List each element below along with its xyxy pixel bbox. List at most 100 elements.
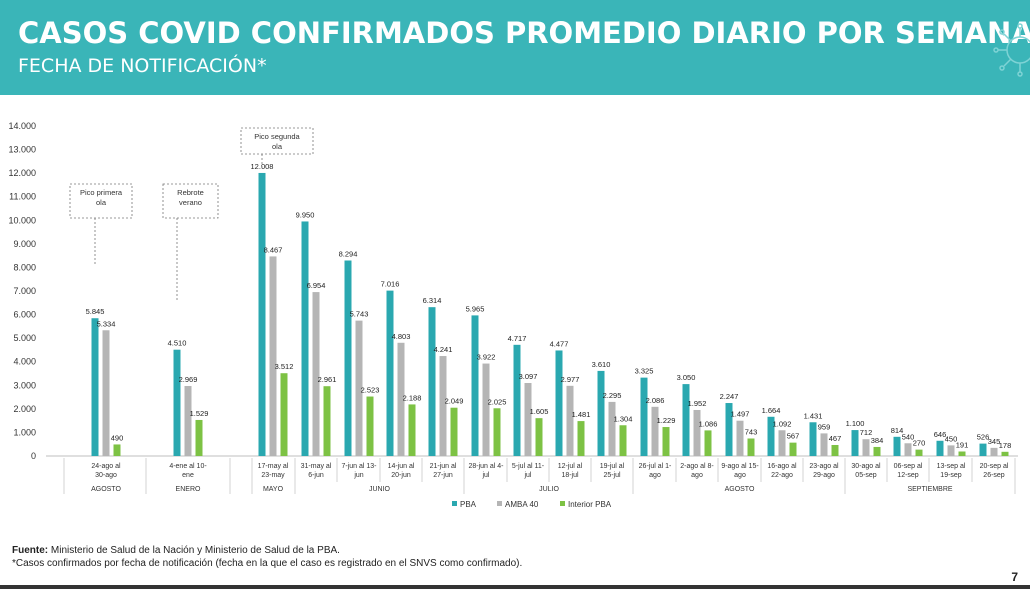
bar-amba-40 <box>566 385 574 456</box>
source-line: Fuente: Ministerio de Salud de la Nación… <box>12 544 522 557</box>
bar-interior-pba <box>113 444 121 456</box>
y-tick-label: 0 <box>31 451 36 461</box>
page-number: 7 <box>1011 570 1018 584</box>
x-tick-label: 26-jul al 1- <box>639 463 672 470</box>
x-tick-label: 21-jun al <box>430 463 457 470</box>
x-tick-label: 05-sep <box>855 472 877 479</box>
data-label: 2.188 <box>403 393 422 402</box>
data-label: 345 <box>988 437 1001 446</box>
data-label: 7.016 <box>381 280 400 289</box>
month-label: MAYO <box>263 486 284 493</box>
data-label: 6.954 <box>307 281 326 290</box>
data-label: 2.247 <box>720 392 739 401</box>
bar-pba <box>471 315 479 456</box>
data-label: 384 <box>871 436 884 445</box>
bar-pba <box>640 377 648 456</box>
x-tick-label: 19-sep <box>940 472 962 479</box>
x-tick-label: 27-jun <box>433 472 453 479</box>
footnote: *Casos confirmados por fecha de notifica… <box>12 558 523 569</box>
bar-pba <box>258 172 266 456</box>
bar-pba <box>851 430 859 456</box>
data-label: 2.025 <box>488 397 507 406</box>
data-label: 2.086 <box>646 396 665 405</box>
bar-pba <box>979 443 987 456</box>
bar-pba <box>301 221 309 456</box>
bar-amba-40 <box>904 443 912 456</box>
header-banner: CASOS COVID CONFIRMADOS PROMEDIO DIARIO … <box>0 0 1030 95</box>
x-tick-label: 30-ago al <box>851 463 881 470</box>
bar-amba-40 <box>102 330 110 456</box>
annotation-text: Pico primera <box>80 188 123 197</box>
annotation-box <box>162 183 219 219</box>
data-label: 1.952 <box>688 399 707 408</box>
bar-pba <box>893 436 901 456</box>
data-label: 490 <box>111 433 124 442</box>
bar-amba-40 <box>482 363 490 456</box>
data-label: 191 <box>956 440 969 449</box>
data-label: 814 <box>891 426 904 435</box>
x-tick-label: 23-may <box>261 472 285 479</box>
bar-interior-pba <box>408 404 416 456</box>
data-label: 6.314 <box>423 296 442 305</box>
x-tick-label: 30-ago <box>95 472 117 479</box>
bar-chart: 0 1.000 2.000 3.000 4.000 5.000 6.000 7.000 8.00… <box>8 121 1018 509</box>
bar-interior-pba <box>535 418 543 456</box>
data-label: 450 <box>945 434 958 443</box>
bar-amba-40 <box>736 420 744 456</box>
x-tick-label: 2-ago al 8- <box>680 463 714 470</box>
annotation-box <box>240 127 314 155</box>
bar-amba-40 <box>693 409 701 456</box>
bar-interior-pba <box>873 446 881 456</box>
bar-amba-40 <box>651 406 659 456</box>
bar-amba-40 <box>312 292 320 456</box>
data-label: 5.845 <box>86 307 105 316</box>
x-tick-label: 12-sep <box>897 472 919 479</box>
data-label: 3.097 <box>519 372 538 381</box>
month-label: ENERO <box>176 486 201 493</box>
bar-pba <box>597 370 605 456</box>
data-label: 178 <box>999 441 1012 450</box>
bar-interior-pba <box>280 373 288 456</box>
bar-interior-pba <box>831 444 839 456</box>
bar-pba <box>91 318 99 456</box>
y-tick-label: 6.000 <box>13 310 36 320</box>
bar-pba <box>513 344 521 456</box>
y-tick-label: 11.000 <box>9 192 36 202</box>
x-tick-label: ago <box>691 472 703 479</box>
data-label: 4.241 <box>434 345 453 354</box>
x-tick-label: 14-jun al <box>388 463 415 470</box>
month-label: AGOSTO <box>91 486 121 493</box>
bar-pba <box>173 349 181 456</box>
page-subtitle: FECHA DE NOTIFICACIÓN* <box>18 55 267 77</box>
data-label: 4.717 <box>508 334 527 343</box>
x-tick-label: 6-jun <box>308 472 324 479</box>
legend-swatch <box>452 501 457 506</box>
bar-interior-pba <box>323 386 331 456</box>
data-label: 4.510 <box>168 339 187 348</box>
data-label: 2.961 <box>318 375 337 384</box>
x-tick-label: 22-ago <box>771 472 793 479</box>
data-label: 3.325 <box>635 367 654 376</box>
x-tick-label: 19-jul al <box>600 463 625 470</box>
x-tick-label: jun <box>353 472 363 479</box>
y-tick-label: 8.000 <box>13 262 36 272</box>
x-tick-label: 16-ago al <box>767 463 797 470</box>
bar-interior-pba <box>493 408 501 456</box>
data-label: 467 <box>829 434 842 443</box>
legend-label: PBA <box>460 500 477 509</box>
data-label: 1.529 <box>190 409 209 418</box>
annotation-text: ola <box>96 198 107 207</box>
annotation-text: Rebrote <box>177 188 204 197</box>
data-label: 3.050 <box>677 373 696 382</box>
x-tick-label: jul <box>523 472 531 479</box>
data-label: 5.334 <box>97 319 116 328</box>
bar-interior-pba <box>450 407 458 456</box>
page-title: CASOS COVID CONFIRMADOS PROMEDIO DIARIO … <box>18 16 1030 50</box>
x-tick-label: 24-ago al <box>91 463 121 470</box>
data-label: 959 <box>818 422 831 431</box>
bar-pba <box>555 350 563 456</box>
data-label: 3.512 <box>275 362 294 371</box>
bar-pba <box>386 290 394 456</box>
data-label: 2.977 <box>561 375 580 384</box>
source-text: Ministerio de Salud de la Nación y Minis… <box>48 545 340 556</box>
